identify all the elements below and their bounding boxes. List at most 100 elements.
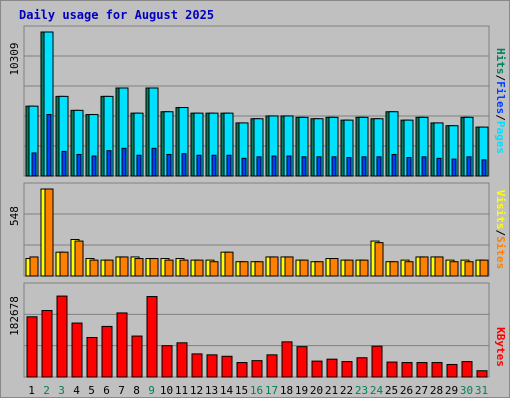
day-label: 23: [355, 384, 368, 397]
kbytes-bar: [146, 296, 158, 378]
day-label: 5: [88, 384, 95, 397]
sites-bar: [224, 251, 234, 277]
sites-bar: [464, 261, 474, 277]
files-bar: [91, 155, 97, 177]
sites-bar: [329, 258, 339, 277]
kbytes-bar: [176, 342, 188, 378]
files-bar: [136, 154, 142, 177]
day-label: 16: [250, 384, 263, 397]
kbytes-bar: [161, 345, 173, 378]
legend-hits-files-pages-separator: /: [494, 114, 507, 121]
day-label: 18: [280, 384, 293, 397]
sites-bar: [29, 256, 39, 277]
files-bar: [376, 156, 382, 177]
legend-hits-files-pages-item: Pages: [494, 121, 507, 154]
files-bar: [166, 153, 172, 177]
kbytes-bar: [116, 312, 128, 378]
legend-visits-sites: Visits/Sites: [494, 190, 507, 270]
sites-bar: [59, 251, 69, 277]
day-label: 27: [415, 384, 428, 397]
kbytes-bar: [191, 353, 203, 378]
sites-bar: [479, 259, 489, 277]
sites-bar: [44, 188, 54, 277]
day-label: 11: [175, 384, 188, 397]
kbytes-bar: [266, 354, 278, 378]
files-bar: [181, 153, 187, 177]
kbytes-bar: [101, 325, 113, 378]
day-label: 2: [43, 384, 50, 397]
files-bar: [481, 159, 487, 177]
sites-bar: [389, 261, 399, 277]
day-label: 7: [118, 384, 125, 397]
kbytes-bar: [461, 361, 473, 378]
kbytes-bar: [221, 355, 233, 378]
day-label: 31: [475, 384, 488, 397]
kbytes-bar: [281, 341, 293, 378]
files-bar: [121, 147, 127, 177]
day-label: 9: [148, 384, 155, 397]
files-bar: [256, 156, 262, 177]
kbytes-bar: [341, 361, 353, 378]
sites-bar: [149, 258, 159, 277]
sites-bar: [134, 258, 144, 277]
day-label: 26: [400, 384, 413, 397]
kbytes-bar: [131, 335, 143, 378]
sites-bar: [254, 261, 264, 277]
sites-bar: [89, 259, 99, 277]
kbytes-bar: [71, 322, 83, 378]
kbytes-bar: [26, 316, 38, 378]
legend-hits-files-pages-item: Hits: [494, 48, 507, 75]
sites-bar: [179, 259, 189, 277]
day-label: 24: [370, 384, 384, 397]
files-bar: [151, 147, 157, 177]
day-label: 30: [460, 384, 473, 397]
kbytes-bar: [386, 361, 398, 378]
kbytes-bar: [401, 362, 413, 378]
files-bar: [451, 158, 457, 177]
files-bar: [346, 157, 352, 177]
legend-hits-files-pages-item: Files: [494, 81, 507, 114]
sites-bar: [209, 261, 219, 277]
legend-visits-sites-separator: /: [494, 230, 507, 237]
files-bar: [331, 156, 337, 177]
kbytes-ymax-label: 182678: [8, 296, 21, 336]
day-label: 25: [385, 384, 398, 397]
day-label: 10: [160, 384, 173, 397]
day-label: 4: [73, 384, 80, 397]
day-label: 15: [235, 384, 248, 397]
sites-bar: [359, 259, 369, 277]
day-label: 3: [58, 384, 65, 397]
kbytes-bar: [476, 370, 488, 378]
files-bar: [46, 114, 52, 177]
sites-bar: [74, 240, 84, 277]
kbytes-bar: [446, 363, 458, 378]
kbytes-bar: [371, 345, 383, 378]
sites-bar: [164, 259, 174, 277]
day-label: 20: [310, 384, 323, 397]
day-label: 14: [220, 384, 234, 397]
kbytes-bar: [236, 362, 248, 378]
files-bar: [436, 157, 442, 177]
files-bar: [76, 153, 82, 177]
files-bar: [211, 154, 217, 177]
files-bar: [316, 156, 322, 177]
sites-bar: [284, 256, 294, 277]
kbytes-bar: [296, 346, 308, 378]
sites-bar: [269, 256, 279, 277]
kbytes-bar: [431, 362, 443, 378]
sites-bar: [419, 256, 429, 277]
kbytes-bar: [326, 358, 338, 378]
day-label: 28: [430, 384, 443, 397]
sites-bar: [344, 259, 354, 277]
day-label: 29: [445, 384, 458, 397]
sites-bar: [314, 261, 324, 277]
day-label: 1: [28, 384, 35, 397]
kbytes-bar: [356, 357, 368, 378]
day-label: 17: [265, 384, 278, 397]
kbytes-bar: [41, 310, 53, 378]
legend-visits-sites-item: Sites: [494, 236, 507, 269]
day-label: 22: [340, 384, 353, 397]
sites-bar: [239, 261, 249, 277]
files-bar: [421, 156, 427, 177]
